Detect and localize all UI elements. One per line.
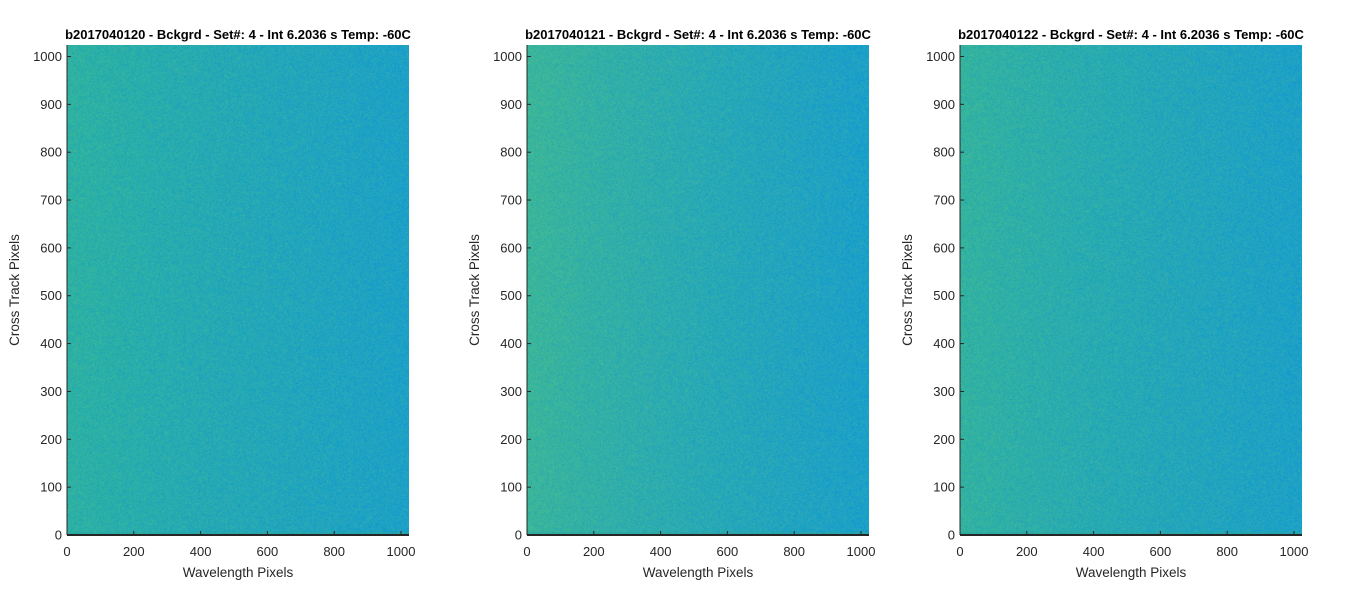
y-tick-label: 800 <box>40 145 62 160</box>
y-tick-label: 1000 <box>33 49 62 64</box>
y-tick-label: 300 <box>500 384 522 399</box>
y-tick-label: 1000 <box>493 49 522 64</box>
y-tick-label: 900 <box>500 97 522 112</box>
y-tick-label: 0 <box>515 528 522 543</box>
heatmap-image <box>527 45 869 535</box>
x-tick-label: 0 <box>956 544 963 559</box>
x-axis-label: Wavelength Pixels <box>1076 565 1187 580</box>
x-tick-label: 600 <box>1150 544 1172 559</box>
y-tick-label: 800 <box>933 145 955 160</box>
y-tick-label: 400 <box>933 336 955 351</box>
y-tick-label: 700 <box>500 193 522 208</box>
x-tick-label: 1000 <box>387 544 416 559</box>
y-tick-label: 400 <box>40 336 62 351</box>
y-tick-label: 500 <box>40 288 62 303</box>
heatmap-image <box>67 45 409 535</box>
y-tick-label: 800 <box>500 145 522 160</box>
x-tick-label: 400 <box>190 544 212 559</box>
heatmap-panel-2: 0 200 400 600 800 1000 0 100 200 300 400 500 600 700 8… <box>467 27 875 580</box>
y-tick-label: 200 <box>933 432 955 447</box>
x-tick-label: 600 <box>257 544 279 559</box>
y-tick-label: 600 <box>500 240 522 255</box>
y-tick-label: 900 <box>40 97 62 112</box>
y-tick-label: 100 <box>500 480 522 495</box>
heatmap-image <box>960 45 1302 535</box>
y-tick-label: 300 <box>933 384 955 399</box>
x-tick-label: 200 <box>123 544 145 559</box>
y-axis-label: Cross Track Pixels <box>467 234 482 346</box>
y-tick-label: 700 <box>40 193 62 208</box>
x-tick-label: 800 <box>323 544 345 559</box>
y-tick-label: 500 <box>933 288 955 303</box>
x-tick-label: 1000 <box>1280 544 1309 559</box>
heatmap-panel-3: 0 200 400 600 800 1000 0 100 200 300 400 500 600 700 8… <box>900 27 1308 580</box>
y-tick-label: 600 <box>40 240 62 255</box>
y-tick-label: 500 <box>500 288 522 303</box>
y-tick-label: 200 <box>40 432 62 447</box>
y-axis-label: Cross Track Pixels <box>900 234 915 346</box>
y-tick-label: 400 <box>500 336 522 351</box>
y-tick-label: 200 <box>500 432 522 447</box>
x-tick-label: 200 <box>583 544 605 559</box>
y-tick-label: 600 <box>933 240 955 255</box>
y-tick-label: 700 <box>933 193 955 208</box>
chart-title: b2017040120 - Bckgrd - Set#: 4 - Int 6.2… <box>65 27 411 42</box>
y-tick-label: 100 <box>933 480 955 495</box>
x-tick-label: 200 <box>1016 544 1038 559</box>
x-tick-label: 400 <box>1083 544 1105 559</box>
y-tick-label: 300 <box>40 384 62 399</box>
x-axis-label: Wavelength Pixels <box>183 565 294 580</box>
x-tick-label: 400 <box>650 544 672 559</box>
x-tick-label: 800 <box>783 544 805 559</box>
x-tick-label: 0 <box>523 544 530 559</box>
chart-title: b2017040122 - Bckgrd - Set#: 4 - Int 6.2… <box>958 27 1304 42</box>
x-tick-label: 1000 <box>847 544 876 559</box>
y-tick-label: 1000 <box>926 49 955 64</box>
y-tick-label: 100 <box>40 480 62 495</box>
heatmap-panel-1: 0 200 400 600 800 1000 0 100 200 300 400 500 600 700 8… <box>7 27 415 580</box>
x-tick-label: 0 <box>63 544 70 559</box>
y-tick-label: 0 <box>948 528 955 543</box>
x-tick-label: 600 <box>717 544 739 559</box>
y-tick-label: 0 <box>55 528 62 543</box>
y-axis-label: Cross Track Pixels <box>7 234 22 346</box>
x-tick-label: 800 <box>1216 544 1238 559</box>
chart-title: b2017040121 - Bckgrd - Set#: 4 - Int 6.2… <box>525 27 871 42</box>
y-tick-label: 900 <box>933 97 955 112</box>
x-axis-label: Wavelength Pixels <box>643 565 754 580</box>
